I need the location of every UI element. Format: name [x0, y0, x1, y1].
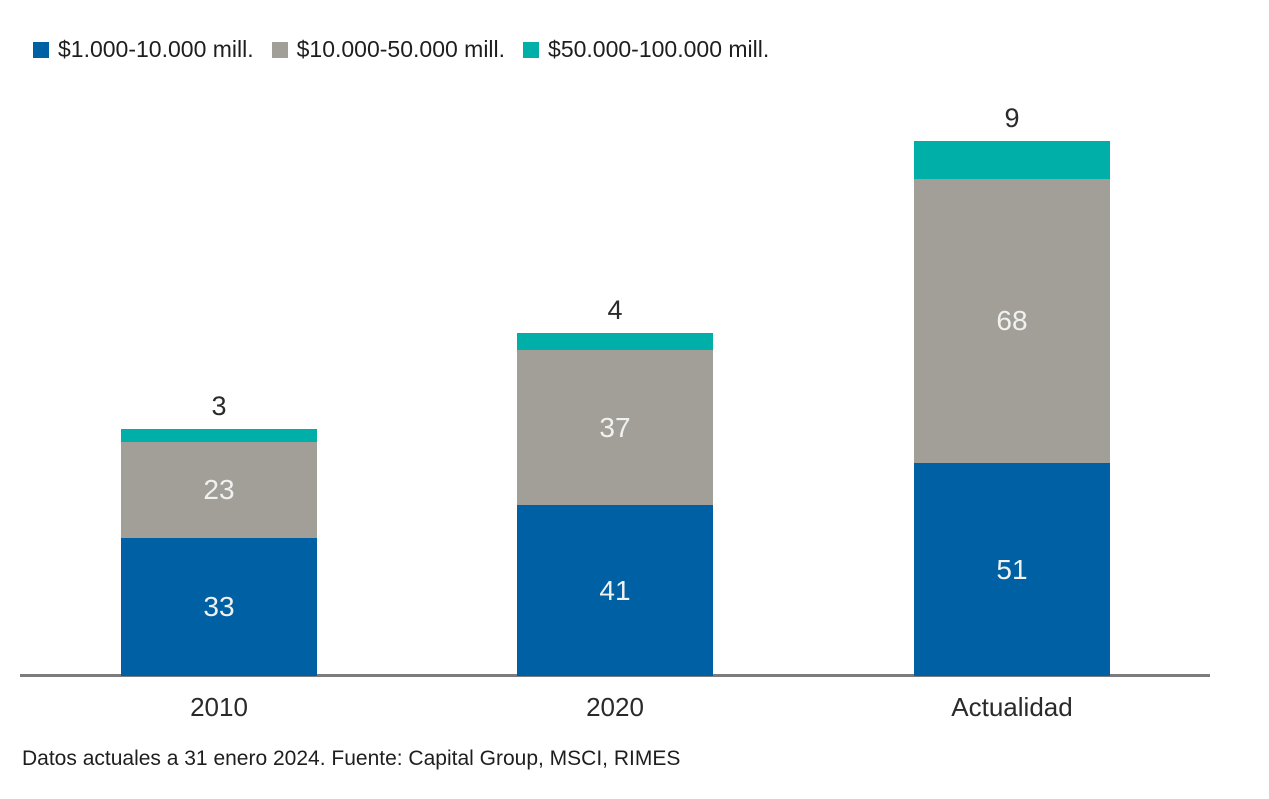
bar-segment-Actualidad-s0: 51	[914, 463, 1110, 676]
x-axis-label-2020: 2020	[586, 692, 644, 722]
chart-legend: $1.000-10.000 mill. $10.000-50.000 mill.…	[33, 38, 769, 61]
bar-top-value-label: 3	[211, 391, 227, 421]
bar-segment-2020-s2	[517, 333, 713, 350]
bar-top-value-label: 4	[607, 295, 623, 325]
bar-segment-2010-s0: 33	[121, 538, 317, 676]
bar-segment-2010-s2	[121, 429, 317, 442]
x-axis-label-Actualidad: Actualidad	[951, 692, 1073, 722]
bar-segment-2010-s1: 23	[121, 442, 317, 538]
legend-swatch-blue	[33, 41, 49, 58]
footnote: Datos actuales a 31 enero 2024. Fuente: …	[22, 747, 681, 770]
legend-item-mid-cap: $10.000-50.000 mill.	[271, 36, 506, 62]
legend-label-small-cap: $1.000-10.000 mill.	[58, 36, 254, 62]
bar-segment-2020-s1: 37	[517, 350, 713, 505]
segment-value-label: 33	[203, 591, 235, 622]
legend-swatch-gray	[271, 41, 288, 58]
bar-segment-Actualidad-s1: 68	[914, 179, 1110, 463]
legend-swatch-teal	[523, 41, 540, 58]
segment-value-label: 41	[599, 574, 631, 606]
bar-segment-Actualidad-s2	[914, 141, 1110, 179]
segment-value-label: 68	[996, 305, 1028, 336]
legend-item-small-cap: $1.000-10.000 mill.	[33, 38, 254, 61]
x-axis-label-2010: 2010	[190, 692, 248, 722]
legend-label-large-cap: $50.000-100.000 mill.	[548, 36, 770, 62]
segment-value-label: 51	[996, 553, 1028, 585]
legend-label-mid-cap: $10.000-50.000 mill.	[296, 36, 506, 62]
bar-segment-2020-s0: 41	[517, 505, 713, 676]
segment-value-label: 23	[203, 474, 235, 505]
bar-top-value-label: 9	[1004, 103, 1020, 133]
segment-value-label: 37	[599, 411, 631, 443]
legend-item-large-cap: $50.000-100.000 mill.	[523, 38, 769, 61]
